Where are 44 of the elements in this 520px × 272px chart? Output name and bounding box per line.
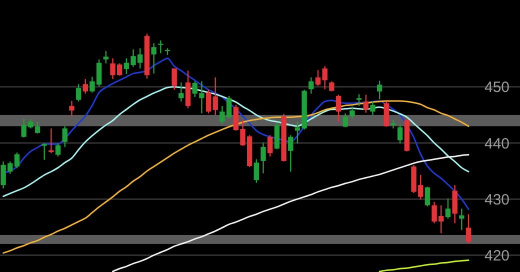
candlestick (151, 42, 156, 74)
candlestick (424, 186, 430, 207)
line-series (112, 154, 470, 272)
candlestick (14, 152, 20, 169)
candlestick (274, 122, 280, 150)
candlestick (254, 158, 260, 184)
candlestick (459, 208, 464, 231)
candlestick (206, 89, 212, 114)
candlestick (308, 76, 314, 94)
candlestick (397, 124, 403, 144)
candlestick (62, 126, 68, 148)
candlestick (384, 100, 390, 128)
candlestick (69, 100, 74, 118)
y-tick-label: 440 (484, 135, 510, 152)
candlestick (158, 40, 164, 54)
candlestick (212, 76, 218, 116)
y-tick-label: 450 (484, 79, 510, 96)
candlestick (336, 94, 342, 122)
candlestick (172, 68, 177, 90)
candlestick (42, 142, 47, 160)
candlestick (390, 119, 396, 130)
candlestick (82, 78, 88, 94)
candlestick (329, 80, 334, 92)
candlestick (185, 70, 191, 109)
candlestick (178, 82, 184, 102)
candlestick (445, 198, 451, 220)
candlestick (103, 50, 109, 64)
y-tick-label: 420 (484, 247, 510, 264)
candlestick (260, 142, 266, 174)
candlestick (342, 112, 348, 128)
candlestick (76, 84, 82, 102)
candlestick (363, 94, 368, 114)
candlestick (350, 106, 355, 119)
candlestick (55, 142, 61, 158)
y-tick-label: 430 (484, 191, 510, 208)
candlestick (268, 134, 273, 158)
candlestick (376, 80, 382, 100)
candlestick (288, 134, 294, 172)
candlestick (356, 94, 362, 107)
candlestick (370, 100, 376, 116)
candlestick (48, 128, 54, 154)
candlestick (452, 184, 458, 224)
candlestick (466, 214, 472, 244)
line-series (378, 259, 470, 272)
